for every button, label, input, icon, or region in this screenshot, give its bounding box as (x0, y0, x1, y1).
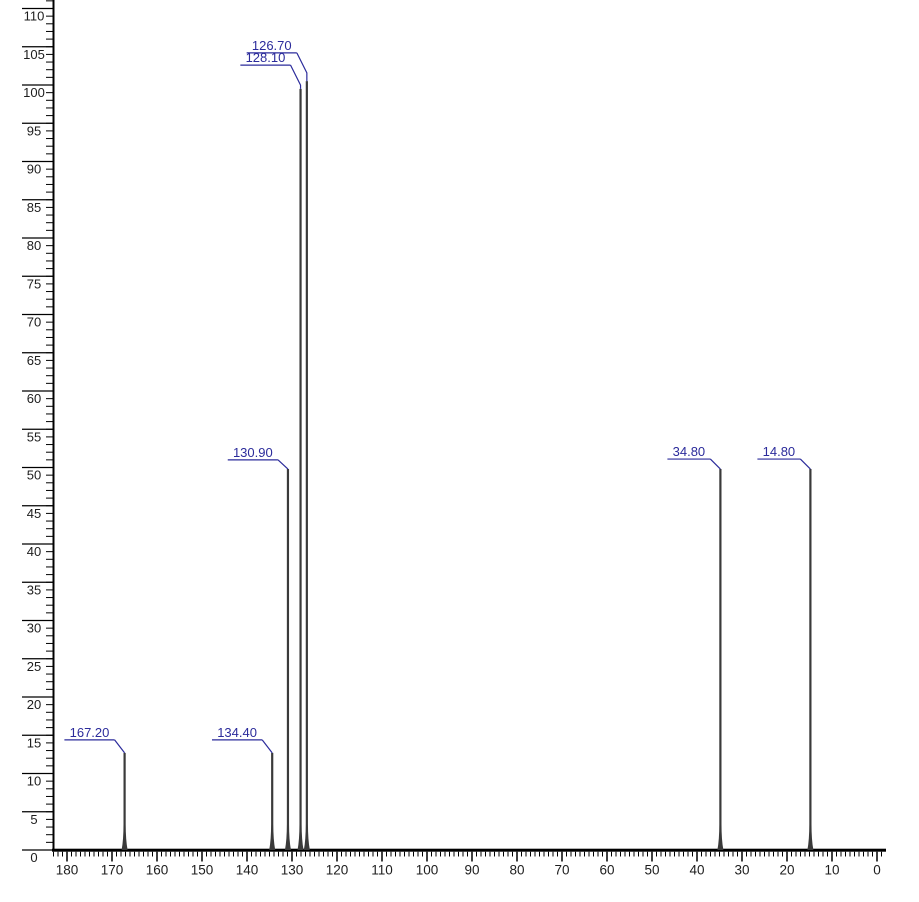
x-axis-tick-label: 60 (599, 863, 614, 878)
y-axis-tick-label: 0 (30, 850, 37, 865)
x-axis-tick-label: 100 (416, 863, 439, 878)
y-axis-tick-label: 85 (27, 200, 41, 215)
peak-leader-line (296, 52, 308, 82)
peak-label: 130.90 (233, 445, 273, 460)
peak-line (717, 469, 724, 850)
x-axis-tick-label: 0 (873, 863, 881, 878)
y-axis-tick-label: 70 (27, 315, 41, 330)
y-axis-tick-label: 15 (27, 735, 41, 750)
peak-leader-line (114, 739, 126, 754)
peak-label: 128.10 (246, 50, 286, 65)
x-axis-tick-label: 160 (146, 863, 169, 878)
peak-leader-line (709, 458, 721, 470)
y-axis-tick-label: 10 (27, 774, 41, 789)
x-axis-tick-label: 140 (236, 863, 259, 878)
y-axis-tick-label: 95 (27, 123, 41, 138)
x-axis-tick-label: 180 (56, 863, 79, 878)
peak-leader-line (277, 459, 289, 470)
peak-line (121, 752, 128, 850)
x-axis-tick-label: 30 (734, 863, 749, 878)
x-axis-line (52, 848, 886, 852)
y-axis-tick-label: 80 (27, 238, 41, 253)
peak-label: 34.80 (673, 444, 706, 459)
y-axis-tick-label: 110 (24, 9, 45, 24)
peak-line (297, 88, 304, 850)
y-axis-tick-label: 75 (27, 276, 41, 291)
y-axis-tick-label: 100 (23, 85, 45, 100)
peak-label: 14.80 (763, 444, 796, 459)
y-axis-tick-label: 40 (27, 544, 41, 559)
y-axis-tick-label: 90 (27, 162, 41, 177)
y-axis-tick-label: 35 (27, 582, 41, 597)
peak-line (303, 81, 310, 851)
x-axis-tick-label: 120 (326, 863, 349, 878)
peak-leader-line (799, 458, 811, 470)
peak-label: 134.40 (217, 725, 257, 740)
x-axis-tick-label: 170 (101, 863, 124, 878)
x-axis-tick-label: 10 (824, 863, 839, 878)
x-axis-tick-label: 20 (779, 863, 794, 878)
x-axis-tick-label: 110 (371, 863, 393, 878)
y-axis-tick-label: 50 (27, 468, 41, 483)
x-axis-tick-label: 130 (281, 863, 304, 878)
y-axis-tick-label: 65 (27, 353, 41, 368)
x-axis-tick-label: 90 (464, 863, 479, 878)
peak-line (269, 752, 276, 850)
peak-leader-line (261, 739, 273, 754)
peak-line (284, 469, 291, 850)
y-axis-tick-label: 45 (27, 506, 41, 521)
y-axis-tick-label: 55 (27, 429, 41, 444)
y-axis-tick-label: 60 (27, 391, 41, 406)
x-axis-tick-label: 40 (689, 863, 704, 878)
y-axis-tick-label: 5 (30, 812, 37, 827)
peak-label: 167.20 (70, 725, 110, 740)
peak-leader-line (290, 64, 302, 89)
x-axis-tick-label: 50 (644, 863, 659, 878)
y-axis-tick-label: 20 (27, 697, 41, 712)
y-axis-tick-label: 25 (27, 659, 41, 674)
y-axis-tick-label: 30 (27, 621, 41, 636)
peak-label: 126.70 (252, 38, 292, 53)
y-axis-tick-label: 105 (23, 47, 45, 62)
x-axis-tick-label: 70 (554, 863, 569, 878)
x-axis-tick-label: 150 (191, 863, 214, 878)
x-axis-tick-label: 80 (509, 863, 524, 878)
peak-line (807, 469, 814, 850)
